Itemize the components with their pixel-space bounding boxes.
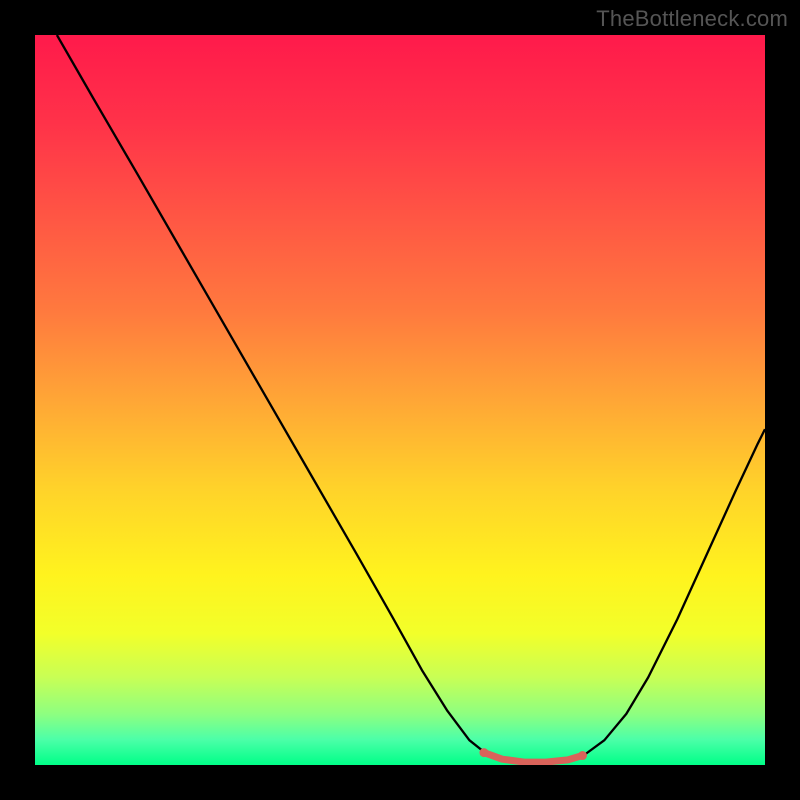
plot-svg [35, 35, 765, 765]
bottleneck-curve-plot [35, 35, 765, 765]
plot-background [35, 35, 765, 765]
optimal-range-end-dot [578, 751, 587, 760]
watermark-text: TheBottleneck.com [596, 6, 788, 32]
optimal-range-start-dot [479, 748, 488, 757]
chart-frame: TheBottleneck.com [0, 0, 800, 800]
